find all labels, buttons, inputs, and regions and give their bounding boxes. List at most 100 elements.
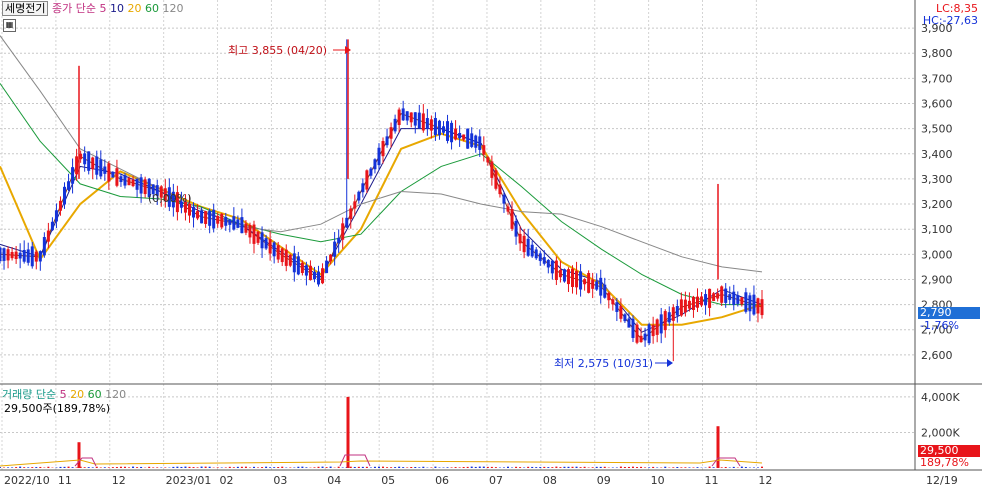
volume-bar [87, 467, 90, 468]
price-tick-label: 3,700 [921, 72, 953, 85]
candle-body [111, 171, 115, 178]
date-tick-label: 03 [273, 474, 287, 487]
price-tick-label: 3,200 [921, 198, 953, 211]
volume-bar [71, 467, 74, 468]
volume-bar [575, 466, 578, 468]
volume-bar [103, 467, 106, 468]
annotation-arrows [333, 46, 673, 367]
volume-bar [648, 467, 651, 468]
volume-bar [192, 467, 195, 468]
volume-bar [321, 466, 324, 468]
candle-body [50, 221, 54, 231]
volume-bar [631, 466, 634, 468]
volume-bar [55, 467, 58, 468]
volume-series [0, 396, 763, 468]
candle-body [58, 200, 62, 211]
date-tick-label: 07 [489, 474, 503, 487]
low-annotation: 최저 2,575 (10/31) [554, 357, 654, 370]
volume-bar [136, 467, 139, 468]
candle-body [393, 118, 397, 132]
volume-bar [253, 466, 255, 468]
candle-body [308, 265, 312, 281]
volume-bar [39, 466, 42, 468]
volume-bar [394, 467, 397, 468]
candle-body [381, 141, 385, 157]
candle-body [361, 183, 365, 193]
candle-body [46, 230, 50, 242]
candle-body [34, 251, 38, 262]
candle-body [54, 210, 58, 222]
volume-bar [152, 467, 155, 468]
candle-body [155, 185, 159, 196]
volume-bar [551, 467, 554, 468]
candle-body [546, 259, 550, 268]
candle-body [744, 292, 748, 312]
vma5-label: 5 [59, 388, 67, 401]
volume-bar [95, 466, 98, 468]
volume-bar [172, 466, 175, 468]
candle-body [732, 291, 736, 305]
volume-bar [79, 466, 82, 468]
candle-body [365, 170, 369, 190]
candle-body [659, 314, 663, 334]
volume-bar [265, 466, 268, 468]
volume-bar [527, 466, 530, 468]
candle-body [103, 166, 107, 174]
grid-toggle-icon[interactable]: ▦ [3, 19, 16, 32]
candle-body [232, 216, 236, 230]
volume-bar [119, 466, 122, 468]
candle-body [196, 211, 200, 219]
volume-bar [224, 467, 227, 468]
candle-body [6, 249, 10, 261]
candle-body [79, 153, 83, 160]
volume-bar [555, 466, 558, 468]
volume-bar [640, 466, 643, 468]
volume-bar [402, 467, 405, 468]
volume-bar [305, 467, 308, 468]
candle-body [691, 296, 695, 311]
volume-ma5-bump [339, 454, 371, 467]
volume-bar [63, 466, 66, 468]
volume-bar [200, 466, 203, 468]
volume-bar [23, 467, 26, 468]
candle-body [675, 305, 679, 316]
volume-bar [494, 467, 497, 468]
candle-body [91, 157, 95, 170]
candle-body [558, 269, 562, 278]
candle-body [151, 184, 155, 195]
candle-body [357, 191, 361, 201]
candle-body [284, 249, 288, 266]
ma120-label: 120 [162, 2, 184, 15]
candle-body [171, 191, 175, 208]
candle-body [514, 220, 518, 237]
candle-body [42, 237, 46, 256]
candle-body [272, 242, 276, 257]
candle-series [0, 39, 764, 362]
current-change-tag: -1,76% [920, 319, 959, 332]
candle-body [603, 284, 607, 298]
candle-body [300, 262, 304, 274]
candle-body [183, 201, 187, 213]
price-axis-ticks: 3,900 3,800 3,700 3,600 3,500 3,400 3,300 3,200… [921, 22, 953, 362]
candle-body [163, 188, 167, 201]
date-tick-label: 11 [704, 474, 718, 487]
ma-line-20 [0, 132, 763, 326]
candle-body [175, 192, 179, 213]
volume-bar [543, 466, 546, 468]
candle-body [470, 133, 474, 147]
candle-body [187, 203, 191, 216]
price-ma-label: 종가 단순 [51, 2, 96, 15]
stock-name[interactable]: 세명전기 [2, 1, 49, 16]
candle-body [429, 119, 433, 131]
ma60-label: 60 [144, 2, 159, 15]
volume-bar [107, 467, 110, 468]
volume-bar [454, 467, 457, 468]
ma-line-5 [0, 112, 763, 341]
volume-bar [289, 467, 292, 468]
candle-body [38, 251, 42, 262]
volume-bar [188, 466, 191, 468]
volume-bar [519, 467, 522, 468]
candle-body [550, 260, 554, 274]
volume-bar [240, 466, 243, 468]
